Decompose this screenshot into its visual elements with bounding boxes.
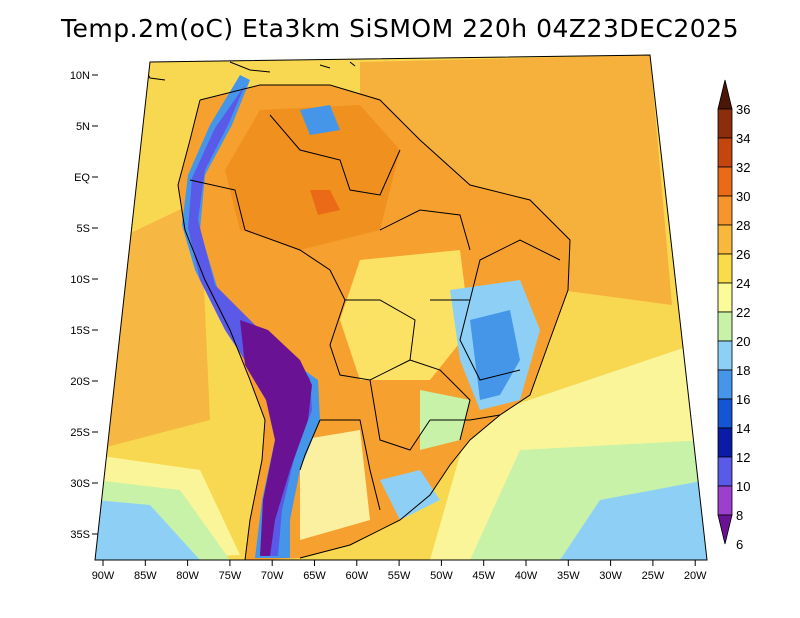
lon-label: 25W <box>642 570 665 582</box>
colorbar-swatch <box>717 398 733 429</box>
colorbar-bottom-arrow <box>717 514 733 545</box>
colorbar-swatch <box>717 195 733 226</box>
colorbar-label: 18 <box>736 363 750 378</box>
lon-label: 60W <box>345 570 368 582</box>
map-axes: 10N 5N EQ 5S 10S 15S 20S 25S 30S 35S 90W 85W 80W 75W 7… <box>70 70 707 582</box>
colorbar-swatch <box>717 340 733 371</box>
lon-label: 70W <box>261 570 284 582</box>
lon-label: 40W <box>515 570 538 582</box>
colorbar-label: 8 <box>736 508 743 523</box>
colorbar: 36 34 32 30 28 26 24 22 20 18 16 14 12 10 8 6 <box>717 79 750 552</box>
lat-label: 35S <box>70 529 90 541</box>
colorbar-swatch <box>717 224 733 255</box>
lat-label: 10S <box>70 274 90 286</box>
colorbar-label: 30 <box>736 189 750 204</box>
colorbar-swatch <box>717 137 733 168</box>
lat-label: 5N <box>76 121 90 133</box>
colorbar-swatch <box>717 369 733 400</box>
colorbar-label: 22 <box>736 305 750 320</box>
lon-label: 20W <box>684 570 707 582</box>
map-title: Temp.2m(oC) Eta3km SiSMOM 220h 04Z23DEC2… <box>61 14 739 43</box>
lat-label: 25S <box>70 427 90 439</box>
colorbar-label: 26 <box>736 247 750 262</box>
colorbar-label: 24 <box>736 276 750 291</box>
colorbar-top-arrow <box>717 79 733 110</box>
lat-label: 20S <box>70 376 90 388</box>
colorbar-label: 6 <box>736 537 743 552</box>
colorbar-label: 14 <box>736 421 750 436</box>
colorbar-swatch <box>717 311 733 342</box>
lon-label: 50W <box>430 570 453 582</box>
colorbar-label: 32 <box>736 160 750 175</box>
colorbar-label: 28 <box>736 218 750 233</box>
lon-label: 65W <box>303 570 326 582</box>
lat-label: 5S <box>77 223 90 235</box>
colorbar-swatch <box>717 253 733 284</box>
colorbar-swatch <box>717 456 733 487</box>
map-frame <box>94 54 708 561</box>
colorbar-label: 34 <box>736 131 750 146</box>
colorbar-label: 16 <box>736 392 750 407</box>
colorbar-swatch <box>717 485 733 516</box>
lon-label: 90W <box>92 570 115 582</box>
lon-label: 45W <box>472 570 495 582</box>
colorbar-swatch <box>717 427 733 458</box>
map-field <box>95 55 707 560</box>
lon-label: 55W <box>388 570 411 582</box>
lon-label: 30W <box>599 570 622 582</box>
lat-label: 15S <box>70 325 90 337</box>
colorbar-label: 10 <box>736 479 750 494</box>
lon-label: 35W <box>557 570 580 582</box>
colorbar-label: 36 <box>736 102 750 117</box>
colorbar-swatch <box>717 282 733 313</box>
lat-label: 30S <box>70 478 90 490</box>
lon-label: 80W <box>176 570 199 582</box>
colorbar-label: 20 <box>736 334 750 349</box>
colorbar-label: 12 <box>736 450 750 465</box>
lat-label: 10N <box>70 70 90 82</box>
colorbar-swatch <box>717 166 733 197</box>
colorbar-swatch <box>717 108 733 139</box>
lon-label: 75W <box>219 570 242 582</box>
lon-label: 85W <box>134 570 157 582</box>
lat-label: EQ <box>74 172 90 184</box>
